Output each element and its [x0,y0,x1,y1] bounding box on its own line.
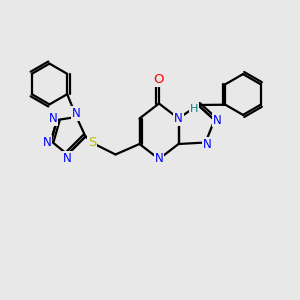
Text: O: O [154,73,164,86]
Text: H: H [190,104,198,114]
Text: N: N [72,107,81,120]
Text: N: N [63,152,72,165]
Text: N: N [48,112,57,125]
Text: N: N [174,112,183,125]
Text: N: N [42,136,51,149]
Text: S: S [88,136,96,149]
Text: N: N [154,152,164,166]
Text: N: N [212,113,221,127]
Text: N: N [202,138,211,152]
